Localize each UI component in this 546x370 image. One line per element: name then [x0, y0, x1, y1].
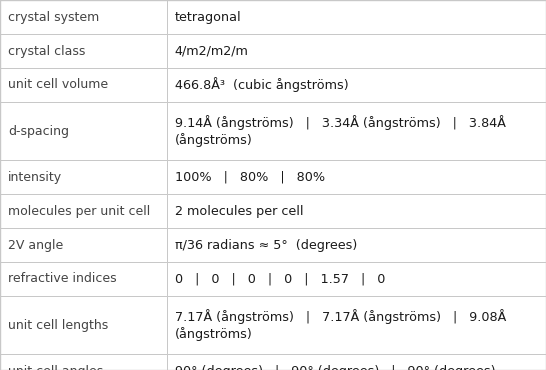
Bar [0, 34, 167, 68]
Bar [167, 0, 546, 34]
Text: (ångströms): (ångströms) [175, 327, 252, 341]
Bar [0, 160, 167, 194]
Bar [167, 160, 546, 194]
Bar [0, 296, 167, 354]
Bar [167, 296, 546, 354]
Bar [167, 102, 546, 160]
Bar [0, 102, 167, 160]
Text: 0   |   0   |   0   |   0   |   1.57   |   0: 0 | 0 | 0 | 0 | 1.57 | 0 [175, 272, 385, 286]
Text: 7.17Å (ångströms)   |   7.17Å (ångströms)   |   9.08Å: 7.17Å (ångströms) | 7.17Å (ångströms) | … [175, 309, 506, 323]
Text: 2V angle: 2V angle [8, 239, 63, 252]
Text: unit cell angles: unit cell angles [8, 364, 103, 370]
Bar [0, 354, 167, 370]
Text: intensity: intensity [8, 171, 62, 184]
Text: molecules per unit cell: molecules per unit cell [8, 205, 150, 218]
Bar [0, 68, 167, 102]
Text: crystal system: crystal system [8, 10, 99, 24]
Text: 2 molecules per cell: 2 molecules per cell [175, 205, 303, 218]
Bar [167, 34, 546, 68]
Text: crystal class: crystal class [8, 44, 85, 57]
Text: 466.8Å³  (cubic ångströms): 466.8Å³ (cubic ångströms) [175, 78, 348, 92]
Text: unit cell lengths: unit cell lengths [8, 319, 108, 332]
Bar [0, 0, 167, 34]
Bar [167, 194, 546, 228]
Bar [0, 194, 167, 228]
Bar [167, 262, 546, 296]
Text: 4/m2/m2/m: 4/m2/m2/m [175, 44, 248, 57]
Bar [167, 228, 546, 262]
Text: (ångströms): (ångströms) [175, 133, 252, 147]
Text: unit cell volume: unit cell volume [8, 78, 108, 91]
Bar [167, 354, 546, 370]
Text: d-spacing: d-spacing [8, 124, 69, 138]
Text: 90° (degrees)   |   90° (degrees)   |   90° (degrees): 90° (degrees) | 90° (degrees) | 90° (deg… [175, 364, 495, 370]
Text: tetragonal: tetragonal [175, 10, 241, 24]
Text: 100%   |   80%   |   80%: 100% | 80% | 80% [175, 171, 325, 184]
Bar [0, 262, 167, 296]
Text: refractive indices: refractive indices [8, 272, 117, 286]
Text: 9.14Å (ångströms)   |   3.34Å (ångströms)   |   3.84Å: 9.14Å (ångströms) | 3.34Å (ångströms) | … [175, 115, 506, 130]
Bar [0, 228, 167, 262]
Text: π/36 radians ≈ 5°  (degrees): π/36 radians ≈ 5° (degrees) [175, 239, 357, 252]
Bar [167, 68, 546, 102]
